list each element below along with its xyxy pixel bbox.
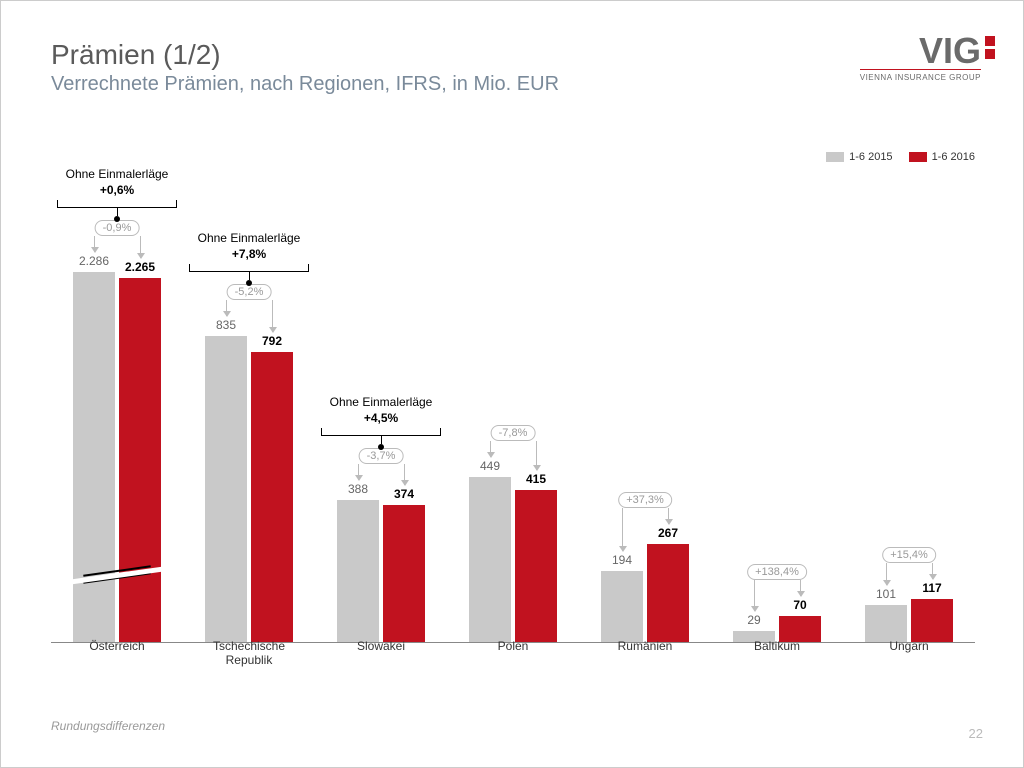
bar-value-label: 2.265 [125,260,155,274]
x-axis-label: Rumänien [579,633,711,667]
bar-2015: 388 [337,500,379,642]
pct-change-badge: -0,9% [95,220,140,236]
bar-value-label: 29 [747,613,760,627]
bar-value-label: 449 [480,459,500,473]
x-axis-label: Slowakei [315,633,447,667]
bar-value-label: 2.286 [79,254,109,268]
bar-group: 388374-3,7%Ohne Einmalerläge+4,5% [315,223,447,642]
pct-change-badge: +15,4% [882,547,936,563]
pointer-arrow-icon [226,300,227,316]
pointer-arrow-icon [490,441,491,457]
legend-item-2015: 1-6 2015 [826,151,892,163]
company-logo: VIG VIENNA INSURANCE GROUP [860,33,981,82]
bar-2016: 792 [251,352,293,642]
pointer-arrow-icon [358,464,359,480]
pct-change-badge: -7,8% [491,425,536,441]
logo-accent-icon [985,36,995,59]
pointer-arrow-icon [404,464,405,485]
bar-value-label: 117 [922,581,941,595]
ohne-annotation: Ohne Einmalerläge +0,6% [57,167,177,208]
bar-2015: 449 [469,477,511,642]
legend-label: 1-6 2015 [849,151,892,163]
x-axis-label: Österreich [51,633,183,667]
bar-value-label: 267 [658,526,678,540]
bar-value-label: 835 [216,318,236,332]
bar-2015: 2.286 [73,272,115,642]
legend-item-2016: 1-6 2016 [909,151,975,163]
bar-group: 101 117 +15,4% [843,223,975,642]
pointer-arrow-icon [668,508,669,524]
ohne-pct: +4,5% [321,411,441,425]
bar-2016: 2.265 [119,278,161,642]
x-axis-label: Baltikum [711,633,843,667]
pointer-arrow-icon [932,563,933,579]
bar-value-label: 388 [348,482,368,496]
pct-change-badge: -5,2% [227,284,272,300]
bar-value-label: 792 [262,334,282,348]
pct-change-badge: +37,3% [618,492,672,508]
logo-text: VIG [919,33,981,69]
bar-value-label: 101 [876,587,896,601]
legend-label: 1-6 2016 [932,151,975,163]
bar-group: 449415-7,8% [447,223,579,642]
bracket-icon [189,264,309,272]
pointer-arrow-icon [754,580,755,611]
bar-group: 2.2862.265-0,9%Ohne Einmalerläge+0,6% [51,223,183,642]
slide-subtitle: Verrechnete Prämien, nach Regionen, IFRS… [51,73,973,96]
bars-container: 2.2862.265-0,9%Ohne Einmalerläge+0,6%835… [51,223,975,643]
legend-swatch-icon [909,152,927,162]
pointer-arrow-icon [536,441,537,469]
bar-2016: 415 [515,490,557,642]
footnote: Rundungsdifferenzen [51,719,165,733]
bar-group: 835792-5,2%Ohne Einmalerläge+7,8% [183,223,315,642]
legend-swatch-icon [826,152,844,162]
page-number: 22 [969,726,983,741]
ohne-pct: +0,6% [57,183,177,197]
ohne-annotation: Ohne Einmalerläge +7,8% [189,231,309,272]
bar-2015: 835 [205,336,247,642]
bar-group: 29 70 +138,4% [711,223,843,642]
pointer-arrow-icon [94,236,95,252]
ohne-text: Ohne Einmalerläge [57,167,177,181]
slide-title: Prämien (1/2) [51,39,973,71]
pct-change-badge: -3,7% [359,448,404,464]
bracket-icon [321,428,441,436]
bracket-icon [57,200,177,208]
bar-value-label: 415 [526,472,546,486]
x-axis-label: TschechischeRepublik [183,633,315,667]
ohne-text: Ohne Einmalerläge [321,395,441,409]
bar-value-label: 194 [612,553,632,567]
bar-value-label: 70 [793,598,806,612]
chart-legend: 1-6 2015 1-6 2016 [826,151,975,163]
x-axis-label: Ungarn [843,633,975,667]
ohne-pct: +7,8% [189,247,309,261]
x-axis-labels: ÖsterreichTschechischeRepublikSlowakeiPo… [51,633,975,667]
pointer-arrow-icon [800,580,801,596]
pointer-arrow-icon [272,300,273,332]
bar-2016: 374 [383,505,425,642]
ohne-annotation: Ohne Einmalerläge +4,5% [321,395,441,436]
slide-header: Prämien (1/2) Verrechnete Prämien, nach … [51,39,973,96]
pointer-arrow-icon [140,236,141,258]
ohne-text: Ohne Einmalerläge [189,231,309,245]
pointer-arrow-icon [886,563,887,585]
bar-2015: 194 [601,571,643,642]
pct-change-badge: +138,4% [747,564,807,580]
x-axis-label: Polen [447,633,579,667]
bar-chart: 2.2862.265-0,9%Ohne Einmalerläge+0,6%835… [51,181,975,667]
bar-2016: 267 [647,544,689,642]
pointer-arrow-icon [622,508,623,551]
bar-group: 194267+37,3% [579,223,711,642]
bar-value-label: 374 [394,487,414,501]
